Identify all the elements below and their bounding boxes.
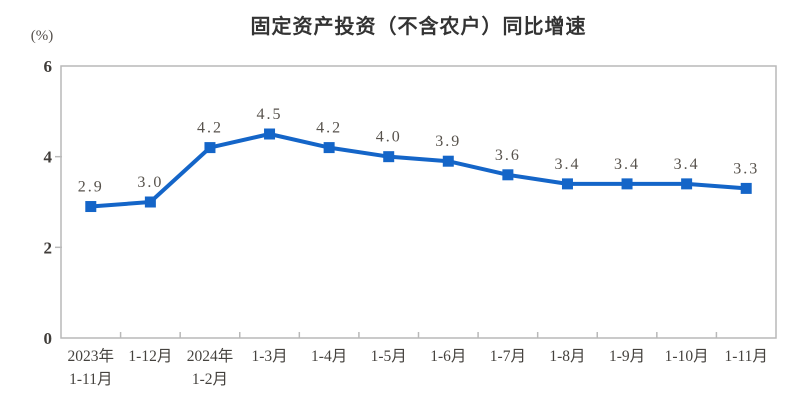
data-point-label: 3.4 bbox=[674, 156, 700, 173]
x-axis-label: 1-6月 bbox=[430, 348, 466, 365]
data-point-marker bbox=[561, 178, 573, 190]
data-point-label: 3.4 bbox=[554, 156, 580, 173]
data-point-label: 4.2 bbox=[197, 120, 223, 137]
x-axis-label: 1-5月 bbox=[371, 348, 407, 365]
chart-title: 固定资产投资（不含农户）同比增速 bbox=[250, 16, 587, 38]
data-point-marker bbox=[740, 182, 752, 194]
data-point-marker bbox=[264, 128, 276, 140]
x-axis-label: 1-8月 bbox=[549, 348, 585, 365]
series-line bbox=[88, 132, 749, 209]
x-axis-label: 1-12月 bbox=[128, 348, 172, 365]
x-axis-label: 1-10月 bbox=[665, 348, 709, 365]
data-point-marker bbox=[323, 142, 335, 154]
data-point-label: 4.0 bbox=[376, 129, 402, 146]
data-point-marker bbox=[442, 155, 454, 167]
data-point-marker bbox=[502, 169, 514, 181]
x-axis-label: 1-4月 bbox=[311, 348, 347, 365]
data-point-label: 3.0 bbox=[137, 174, 163, 191]
y-axis-tick-label: 4 bbox=[44, 148, 53, 167]
x-axis-label: 1-7月 bbox=[490, 348, 526, 365]
data-point-label: 3.4 bbox=[614, 156, 640, 173]
data-point-label: 3.6 bbox=[495, 147, 521, 164]
data-point-label: 4.5 bbox=[257, 106, 283, 123]
data-point-marker bbox=[204, 142, 216, 154]
x-axis-label: 1-3月 bbox=[251, 348, 287, 365]
data-point-marker bbox=[85, 201, 97, 213]
data-point-label: 3.3 bbox=[733, 160, 759, 177]
x-axis-label: 1-11月 bbox=[725, 348, 768, 365]
y-axis-tick-label: 6 bbox=[44, 57, 53, 76]
data-point-label: 3.9 bbox=[435, 133, 461, 150]
x-axis-label: 1-9月 bbox=[609, 348, 645, 365]
data-point-label: 4.2 bbox=[316, 120, 342, 137]
data-point-marker bbox=[681, 178, 693, 190]
x-axis-label: 1-11月 bbox=[69, 371, 112, 388]
data-point-marker bbox=[144, 196, 156, 208]
y-axis-tick-label: 0 bbox=[44, 329, 53, 348]
data-point-label: 2.9 bbox=[78, 179, 104, 196]
x-axis-label: 2023年 bbox=[68, 347, 115, 365]
x-axis-label: 1-2月 bbox=[192, 371, 228, 388]
x-axis-label: 2024年 bbox=[187, 347, 234, 365]
data-point-marker bbox=[383, 151, 395, 163]
plot-border bbox=[60, 65, 777, 339]
y-axis-tick-label: 2 bbox=[44, 238, 53, 257]
data-point-marker bbox=[621, 178, 633, 190]
y-axis-unit-label: (%) bbox=[30, 28, 54, 44]
